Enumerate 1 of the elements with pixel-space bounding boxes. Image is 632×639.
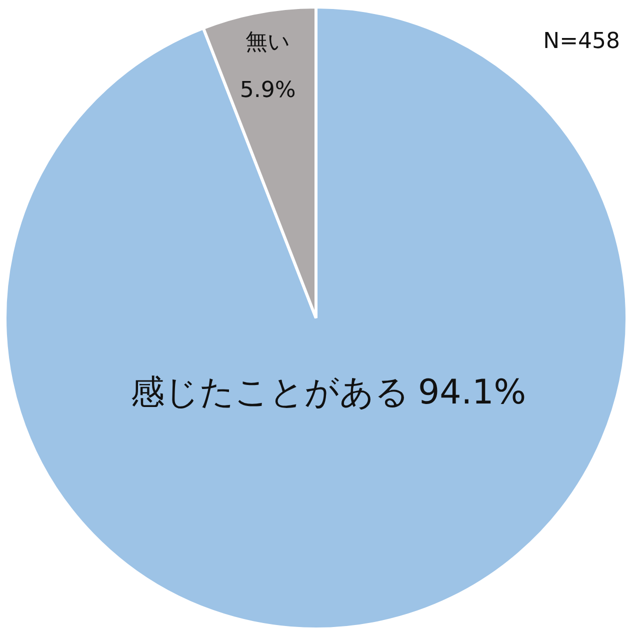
annotation: N=458 xyxy=(543,29,620,54)
